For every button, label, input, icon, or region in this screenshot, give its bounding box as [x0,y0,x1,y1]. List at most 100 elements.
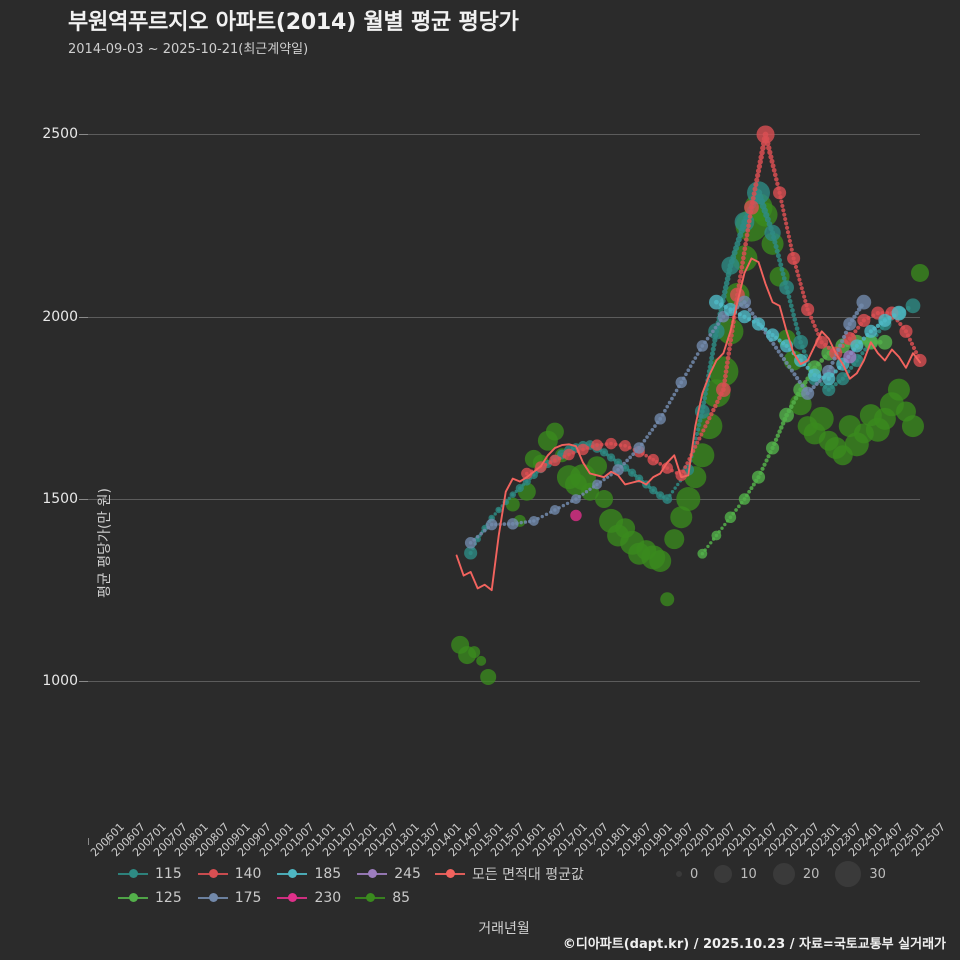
trend-dot [877,329,882,334]
trend-dot [781,276,787,281]
x-axis-tick-mark [235,838,237,845]
x-axis-tick-mark [277,838,279,845]
data-point [766,328,780,342]
trend-dot [622,461,626,466]
trend-dot [787,298,793,304]
trend-dot [793,264,799,269]
legend-item-125[interactable]: 125 [118,890,182,906]
trend-dot [819,358,825,363]
legend-item-85[interactable]: 85 [355,890,410,906]
trend-dot [708,360,714,366]
trend-dot [697,418,703,423]
trend-dot [706,544,710,549]
trend-dot [764,458,769,463]
series-230 [570,509,582,522]
trend-dot [727,346,732,352]
trend-dot [787,238,792,243]
data-point [737,310,752,324]
trend-dot [752,186,758,192]
x-axis-tick-mark [298,838,300,845]
data-point [468,646,481,659]
trend-dot [766,454,771,459]
trend-dot [777,257,783,263]
trend-dot [793,321,799,327]
trend-dot [759,149,765,156]
data-point [808,368,822,382]
trend-dot [811,384,816,390]
trend-dot [709,351,716,357]
x-axis-tick-mark [740,838,742,845]
trend-dot [751,191,757,197]
trend-dot [691,360,695,364]
trend-dot [852,314,857,319]
x-axis-tick-mark [403,838,405,845]
data-point [675,376,688,389]
data-point [708,323,725,340]
trend-dot [812,323,817,328]
x-axis-tick-mark [88,838,89,845]
trend-dot [784,225,790,230]
size-legend-bubble-icon [676,871,682,877]
trend-dot [711,329,715,334]
data-point [545,422,564,441]
x-axis-tick-mark [172,838,174,845]
trend-dot [841,334,847,340]
trend-dot [913,350,919,355]
legend-item-모든 면적대 평균값[interactable]: 모든 면적대 평균값 [434,864,584,884]
data-point [507,518,519,530]
trend-dot [861,336,866,341]
trend-dot [728,337,734,343]
trend-dot [734,508,738,512]
legend-item-175[interactable]: 175 [197,890,261,906]
trend-dot [683,465,688,470]
data-point [822,372,836,386]
trend-dot [738,274,743,279]
legend-label: 185 [314,866,342,882]
x-axis-tick-mark [846,838,848,845]
trend-dot [750,311,755,316]
size-legend-label: 0 [690,866,699,882]
data-point [464,537,477,549]
legend-item-140[interactable]: 140 [197,866,261,882]
legend-row: 125 175 230 85 [118,886,678,910]
data-point [696,340,709,352]
data-point [505,497,520,512]
data-point [711,530,722,541]
trend-dot [810,319,816,324]
trend-dot [565,501,570,506]
trend-dot [751,482,756,487]
trend-dot [860,351,865,356]
trend-dot [854,310,860,316]
trend-dot [749,486,754,491]
x-axis-tick-mark [888,838,890,845]
trend-dot [838,343,843,348]
trend-dot [707,416,712,421]
x-axis-tick-mark [825,838,827,845]
legend-item-245[interactable]: 245 [357,866,421,882]
trend-dot [743,237,749,242]
legend-label: 245 [394,866,421,882]
legend-swatch-icon [434,867,465,881]
data-point [571,494,581,504]
trend-dot [795,330,801,336]
x-axis-tick-mark [446,838,448,845]
data-point [716,382,731,398]
trend-dot [760,466,765,471]
trend-dot [653,424,657,428]
trend-dot [684,372,688,377]
x-axis-tick-mark [762,838,764,845]
legend-item-115[interactable]: 115 [118,866,182,882]
legend-item-185[interactable]: 185 [277,866,341,882]
size-legend: 0 10 20 30 [676,861,902,887]
trend-dot [519,520,523,525]
data-point [801,302,815,317]
data-point [662,494,673,504]
legend-item-230[interactable]: 230 [277,890,341,906]
x-axis-tick-mark [719,838,721,845]
trend-dot [783,216,788,222]
trend-dot [840,339,845,344]
y-axis-label: 평균 평당가(만 원) [97,488,113,598]
trend-dot [795,376,800,381]
data-point [738,493,751,505]
trend-dot [803,298,808,304]
